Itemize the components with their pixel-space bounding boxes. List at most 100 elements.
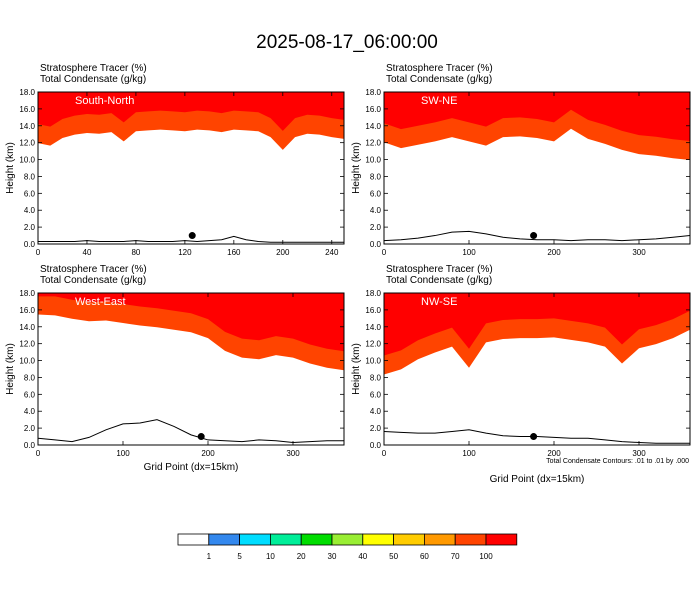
x-tick-label: 200 [201,449,215,458]
panel-name: West-East [75,296,126,308]
y-tick-label: 0.0 [24,240,36,249]
y-tick-label: 8.0 [24,373,36,382]
x-tick-label: 80 [131,248,140,257]
panel-nw-se: NW-SE 0.0 2.0 4.0 6.0 8.0 10.0 12.0 14.0 16.0 18.0… [365,289,691,458]
plot-frame [383,292,691,446]
y-tick-label: 10.0 [365,156,381,165]
y-tick-label: 18.0 [365,88,381,97]
y-tick-label: 14.0 [19,122,35,131]
panel-2-xlabel: Grid Point (dx=15km) [144,462,239,473]
y-tick-label: 6.0 [370,390,382,399]
panel-2-ylabel: Height (km) [5,343,16,395]
colorbar: 1 5 10 20 30 40 50 60 70 100 [177,533,518,561]
y-tick-label: 18.0 [19,88,35,97]
panel-0-condensate-label: Total Condensate (g/kg) [40,74,146,85]
colorbar-box [331,533,364,546]
y-tick-label: 6.0 [370,189,382,198]
x-tick-label: 100 [462,248,476,257]
y-tick-label: 16.0 [19,306,35,315]
y-tick-label: 6.0 [24,189,36,198]
y-tick-label: 4.0 [370,206,382,215]
colorbar-box [208,533,241,546]
contour-note: Total Condensate Contours: .01 to .01 by… [546,458,689,465]
y-tick-label: 12.0 [365,139,381,148]
x-tick-label: 0 [382,449,387,458]
panel-name: SW-NE [421,95,457,107]
panel-3-xlabel: Grid Point (dx=15km) [490,474,585,485]
panel-0-tracer-label: Stratosphere Tracer (%) [40,63,147,74]
colorbar-box [485,533,518,546]
colorbar-label: 70 [451,552,460,561]
colorbar-box [300,533,333,546]
y-tick-label: 8.0 [24,172,36,181]
colorbar-label: 10 [266,552,275,561]
y-tick-label: 16.0 [365,105,381,114]
x-tick-label: 0 [36,449,41,458]
y-tick-label: 8.0 [370,172,382,181]
x-tick-label: 40 [83,248,92,257]
y-tick-label: 4.0 [24,206,36,215]
panel-0-ylabel: Height (km) [5,142,16,194]
y-tick-label: 2.0 [370,424,382,433]
y-tick-label: 16.0 [19,105,35,114]
x-tick-label: 0 [382,248,387,257]
y-tick-label: 10.0 [365,357,381,366]
x-tick-label: 200 [547,248,561,257]
plot-frame [383,91,691,245]
tracer-core [38,293,344,352]
y-tick-label: 18.0 [19,289,35,298]
plot-frame [37,292,345,446]
y-tick-label: 4.0 [24,407,36,416]
y-tick-label: 2.0 [370,223,382,232]
colorbar-box [269,533,302,546]
panel-west-east: West-East 0.0 2.0 4.0 6.0 8.0 10.0 12.0 14.0 16.0… [19,289,345,458]
x-tick-label: 100 [462,449,476,458]
figure-title: 2025-08-17_06:00:00 [256,32,438,53]
tracer-core [384,92,690,141]
x-tick-label: 0 [36,248,41,257]
colorbar-box [423,533,456,546]
x-tick-label: 200 [276,248,290,257]
panel-3-ylabel: Height (km) [351,343,362,395]
x-tick-label: 200 [547,449,561,458]
panel-name: South-North [75,95,134,107]
tracer-core [384,293,690,356]
plot-frame [37,91,345,245]
colorbar-label: 5 [237,552,242,561]
y-tick-label: 12.0 [19,340,35,349]
panel-1-condensate-label: Total Condensate (g/kg) [386,74,492,85]
y-tick-label: 4.0 [370,407,382,416]
y-tick-label: 0.0 [370,240,382,249]
y-tick-label: 2.0 [24,424,36,433]
colorbar-label: 100 [479,552,493,561]
colorbar-label: 1 [207,552,212,561]
terrain-line [38,235,344,243]
location-marker [530,232,538,240]
colorbar-label: 50 [389,552,398,561]
panel-2-tracer-label: Stratosphere Tracer (%) [40,264,147,275]
location-marker [530,433,538,441]
panel-south-north: South-North 0.0 2.0 4.0 6.0 8.0 10.0 12.0 14.0 16… [19,88,345,257]
x-tick-label: 240 [325,248,339,257]
location-marker [188,232,196,240]
y-tick-label: 0.0 [370,441,382,450]
panel-3-condensate-label: Total Condensate (g/kg) [386,275,492,286]
colorbar-box [362,533,394,546]
x-tick-label: 100 [116,449,130,458]
colorbar-label: 30 [328,552,337,561]
y-tick-label: 12.0 [19,139,35,148]
y-tick-label: 8.0 [370,373,382,382]
colorbar-label: 20 [297,552,306,561]
x-tick-label: 300 [632,248,646,257]
x-tick-label: 120 [178,248,192,257]
y-tick-label: 14.0 [365,323,381,332]
tracer-core [38,92,344,131]
y-tick-label: 16.0 [365,306,381,315]
y-tick-label: 12.0 [365,340,381,349]
colorbar-label: 60 [420,552,429,561]
colorbar-label: 40 [358,552,367,561]
colorbar-box [239,533,271,546]
y-tick-label: 10.0 [19,357,35,366]
panel-sw-ne: SW-NE 0.0 2.0 4.0 6.0 8.0 10.0 12.0 14.0 16.0 18.0… [365,88,691,257]
